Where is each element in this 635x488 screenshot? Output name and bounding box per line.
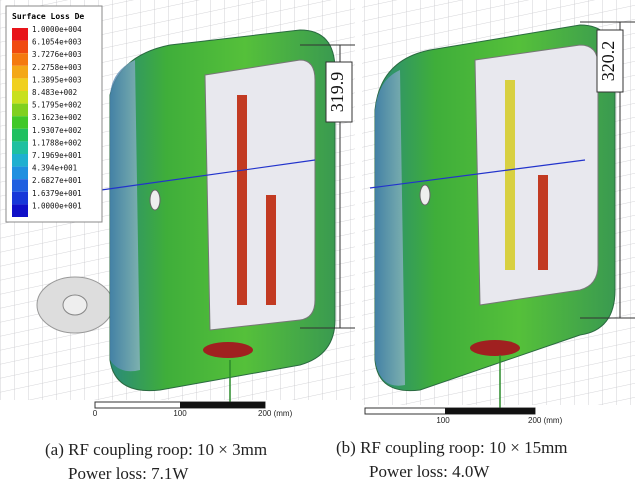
figure: 319.9 0 100 200 (mm) 320.2 100 200 (mm) …	[0, 0, 635, 488]
cavity-opening	[475, 45, 598, 305]
legend-title: Surface Loss De	[12, 12, 84, 21]
legend-swatch	[12, 192, 28, 205]
caption: (b) RF coupling roop: 10 × 15mm	[336, 438, 568, 457]
scale-label: 100	[436, 416, 450, 425]
legend-label: 6.1054e+003	[32, 38, 82, 47]
panel-b: 320.2 100 200 (mm)	[362, 0, 635, 425]
legend-swatch	[12, 167, 28, 180]
dimension-label: 320.2	[598, 41, 618, 82]
legend-label: 5.1795e+002	[32, 101, 82, 110]
hot-spot	[470, 340, 520, 356]
legend-label: 1.0000e+001	[32, 201, 82, 210]
legend-swatch	[12, 154, 28, 167]
legend-swatch	[12, 66, 28, 79]
cavity-side	[110, 60, 140, 371]
coupling-loop	[237, 95, 247, 305]
page: 319.9 0 100 200 (mm) 320.2 100 200 (mm) …	[0, 0, 635, 488]
caption: Power loss: 7.1W	[68, 464, 189, 483]
legend-label: 7.1969e+001	[32, 151, 82, 160]
legend-swatch	[12, 129, 28, 142]
caption: Power loss: 4.0W	[369, 462, 490, 481]
legend-swatch	[12, 53, 28, 66]
hole	[150, 190, 160, 210]
legend-label: 1.3895e+003	[32, 75, 82, 84]
legend-label: 2.6827e+001	[32, 176, 82, 185]
port	[63, 295, 87, 315]
scale-label: 100	[173, 409, 187, 418]
legend-label: 8.483e+002	[32, 88, 77, 97]
coupling-loop	[538, 175, 548, 270]
cavity-opening	[205, 60, 315, 330]
legend-label: 3.7276e+003	[32, 50, 82, 59]
legend-label: 1.0000e+004	[32, 25, 82, 34]
legend-swatch	[12, 91, 28, 104]
scale-label: 200 (mm)	[258, 409, 293, 418]
scale-label: 0	[93, 409, 98, 418]
legend-swatch	[12, 116, 28, 129]
legend-swatch	[12, 41, 28, 54]
legend-swatch	[12, 204, 28, 217]
legend-label: 1.1788e+002	[32, 138, 82, 147]
hole	[420, 185, 430, 205]
scale-bar	[180, 402, 265, 408]
legend-label: 3.1623e+002	[32, 113, 82, 122]
coupling-loop	[266, 195, 276, 305]
legend-swatch	[12, 141, 28, 154]
coupling-loop	[505, 80, 515, 270]
legend-swatch	[12, 179, 28, 192]
legend-label: 4.394e+001	[32, 164, 77, 173]
legend-swatch	[12, 78, 28, 91]
legend-swatch	[12, 104, 28, 117]
hot-spot	[203, 342, 253, 358]
legend-swatch	[12, 28, 28, 41]
legend: Surface Loss De 1.0000e+004 6.1054e+003 3.…	[6, 6, 102, 222]
legend-label: 2.2758e+003	[32, 63, 82, 72]
scale-label: 200 (mm)	[528, 416, 563, 425]
cavity-side	[375, 70, 405, 386]
legend-label: 1.9307e+002	[32, 126, 82, 135]
caption: (a) RF coupling roop: 10 × 3mm	[45, 440, 267, 459]
dimension-label: 319.9	[327, 72, 347, 113]
legend-label: 1.6379e+001	[32, 189, 82, 198]
scale-bar	[445, 408, 535, 414]
